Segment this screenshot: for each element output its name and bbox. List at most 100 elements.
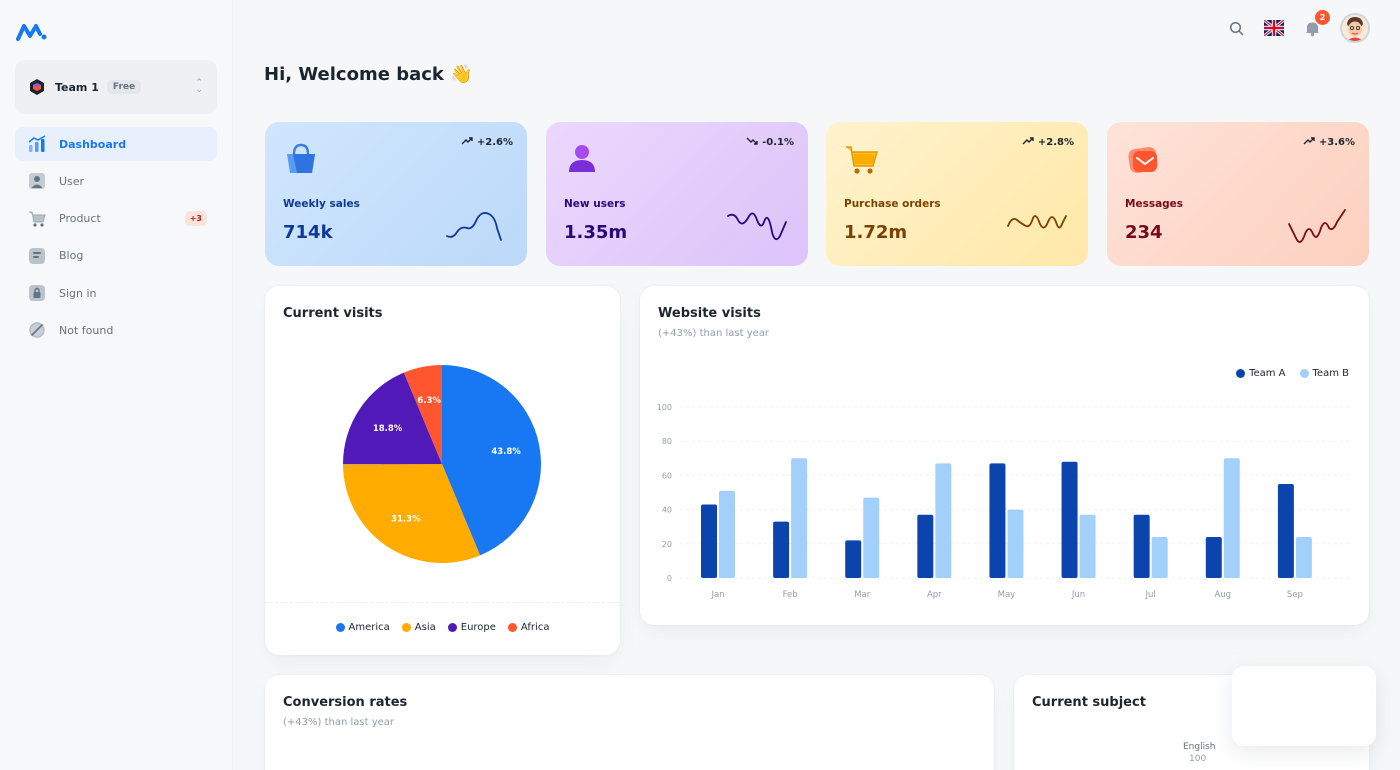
plan-badge: Free (106, 80, 142, 94)
sidebar-item-label: Sign in (59, 286, 97, 300)
sparkline (446, 212, 502, 241)
bar-team-a (917, 514, 934, 578)
sidebar-item-blog[interactable]: Blog (15, 239, 217, 273)
pie-slice-label: 18.8% (373, 424, 403, 434)
shopping-bag-icon (287, 143, 315, 173)
trend-down-icon (746, 136, 758, 149)
pie-slice-label: 6.3% (417, 396, 441, 406)
x-tick-label: Aug (1214, 590, 1231, 600)
stat-card-new-users: -0.1% New users 1.35m (546, 122, 808, 266)
stat-title: Messages (1125, 198, 1184, 210)
x-tick-label: Jun (1071, 590, 1085, 600)
legend-item-africa[interactable]: Africa (507, 622, 550, 633)
sidebar-item-notfound[interactable]: Not found (15, 313, 217, 347)
bar-team-a (1061, 461, 1078, 578)
legend-dot (447, 623, 457, 632)
cart-icon (846, 146, 878, 174)
website-visits-panel: Website visits (+43%) than last year Tea… (640, 286, 1369, 625)
radar-axis-value: 100 (1189, 754, 1207, 764)
trend-indicator: +2.8% (1022, 136, 1074, 149)
trend-up-icon (461, 136, 473, 149)
sidebar-item-signin[interactable]: Sign in (15, 276, 217, 310)
sidebar-item-label: User (59, 174, 85, 188)
search-icon[interactable] (1226, 18, 1246, 38)
panel-subtitle: (+43%) than last year (658, 328, 770, 339)
panel-title: Current visits (283, 306, 383, 321)
legend-dot (1299, 369, 1309, 378)
uk-flag-icon[interactable] (1264, 18, 1284, 38)
legend-item-asia[interactable]: Asia (401, 622, 436, 633)
legend-label: Team A (1249, 368, 1286, 379)
bar-team-a (773, 521, 790, 578)
disabled-icon (28, 321, 46, 339)
bar-team-b (1295, 536, 1312, 578)
x-tick-label: Sep (1287, 590, 1303, 600)
bell-icon[interactable]: 2 (1302, 10, 1330, 38)
x-tick-label: May (998, 590, 1016, 600)
conversion-rates-panel: Conversion rates (+43%) than last year (265, 675, 994, 770)
radar-axis-label: English (1183, 742, 1216, 752)
blog-icon (28, 247, 46, 265)
legend-label: Africa (520, 622, 550, 633)
stat-value: 714k (283, 222, 333, 243)
team-icon (30, 79, 44, 95)
bar-team-a (989, 463, 1006, 578)
sidebar-nav: Dashboard User Product +3 Blog Sign in (15, 127, 217, 351)
stat-card-weekly-sales: +2.6% Weekly sales 714k (265, 122, 527, 266)
bar-team-b (791, 458, 808, 578)
x-tick-label: Apr (927, 590, 942, 600)
legend-label: Team B (1312, 368, 1349, 379)
message-icon (1128, 147, 1158, 173)
legend-dot (507, 623, 517, 632)
bar-team-b (1223, 458, 1240, 578)
x-tick-label: Mar (854, 590, 871, 600)
sidebar-item-dashboard[interactable]: Dashboard (15, 127, 217, 161)
team-name: Team 1 (55, 80, 99, 94)
divider (265, 602, 620, 603)
logo-icon[interactable] (16, 22, 48, 42)
sidebar-item-product[interactable]: Product +3 (15, 202, 217, 236)
team-switcher[interactable]: Team 1 Free ⌃ ⌄ (15, 60, 217, 114)
y-tick-label: 100 (657, 403, 672, 412)
y-tick-label: 40 (662, 506, 672, 515)
current-visits-panel: Current visits 43.8% 31.3% 18.8% 6.3% Ameri… (265, 286, 620, 655)
legend-label: Asia (414, 622, 436, 633)
chevron-updown-icon: ⌃ ⌄ (195, 78, 203, 95)
avatar[interactable] (1340, 13, 1370, 43)
dashboard-icon (28, 135, 46, 153)
sidebar-item-user[interactable]: User (15, 164, 217, 198)
legend-item-europe[interactable]: Europe (447, 622, 496, 633)
bar-team-a (1133, 514, 1150, 578)
x-tick-label: Feb (783, 590, 798, 600)
legend-label: America (348, 622, 390, 633)
sparkline (1007, 215, 1067, 229)
trend-value: -0.1% (762, 137, 794, 148)
product-count-badge: +3 (184, 211, 207, 227)
pie-slice-asia (343, 464, 481, 563)
sidebar-item-label: Blog (59, 249, 84, 263)
user-icon (28, 172, 46, 190)
stat-value: 1.72m (844, 222, 908, 243)
sidebar-item-label: Dashboard (59, 137, 127, 151)
bar-team-a (1205, 536, 1222, 578)
bar-team-b (863, 497, 880, 578)
stat-card-purchase-orders: +2.8% Purchase orders 1.72m (826, 122, 1088, 266)
stat-card-messages: +3.6% Messages 234 (1107, 122, 1369, 266)
pie-legend: America Asia Europe Africa (265, 622, 620, 633)
legend-item-team-a[interactable]: Team A (1236, 368, 1286, 379)
header-actions: 2 (1226, 10, 1370, 44)
sidebar-item-label: Product (59, 212, 101, 226)
pie-slice-label: 31.3% (391, 514, 421, 524)
trend-value: +2.8% (1037, 137, 1074, 148)
y-tick-label: 20 (662, 540, 672, 549)
legend-item-america[interactable]: America (335, 622, 390, 633)
bar-team-b (1007, 509, 1024, 578)
trend-indicator: +3.6% (1303, 136, 1355, 149)
legend-item-team-b[interactable]: Team B (1299, 368, 1349, 379)
sparkline (1288, 209, 1346, 243)
bar-team-b (935, 463, 952, 578)
panel-subtitle: (+43%) than last year (283, 717, 395, 728)
sidebar-item-label: Not found (59, 323, 114, 337)
sparkline (727, 212, 787, 241)
pie-slice-label: 43.8% (491, 447, 521, 457)
